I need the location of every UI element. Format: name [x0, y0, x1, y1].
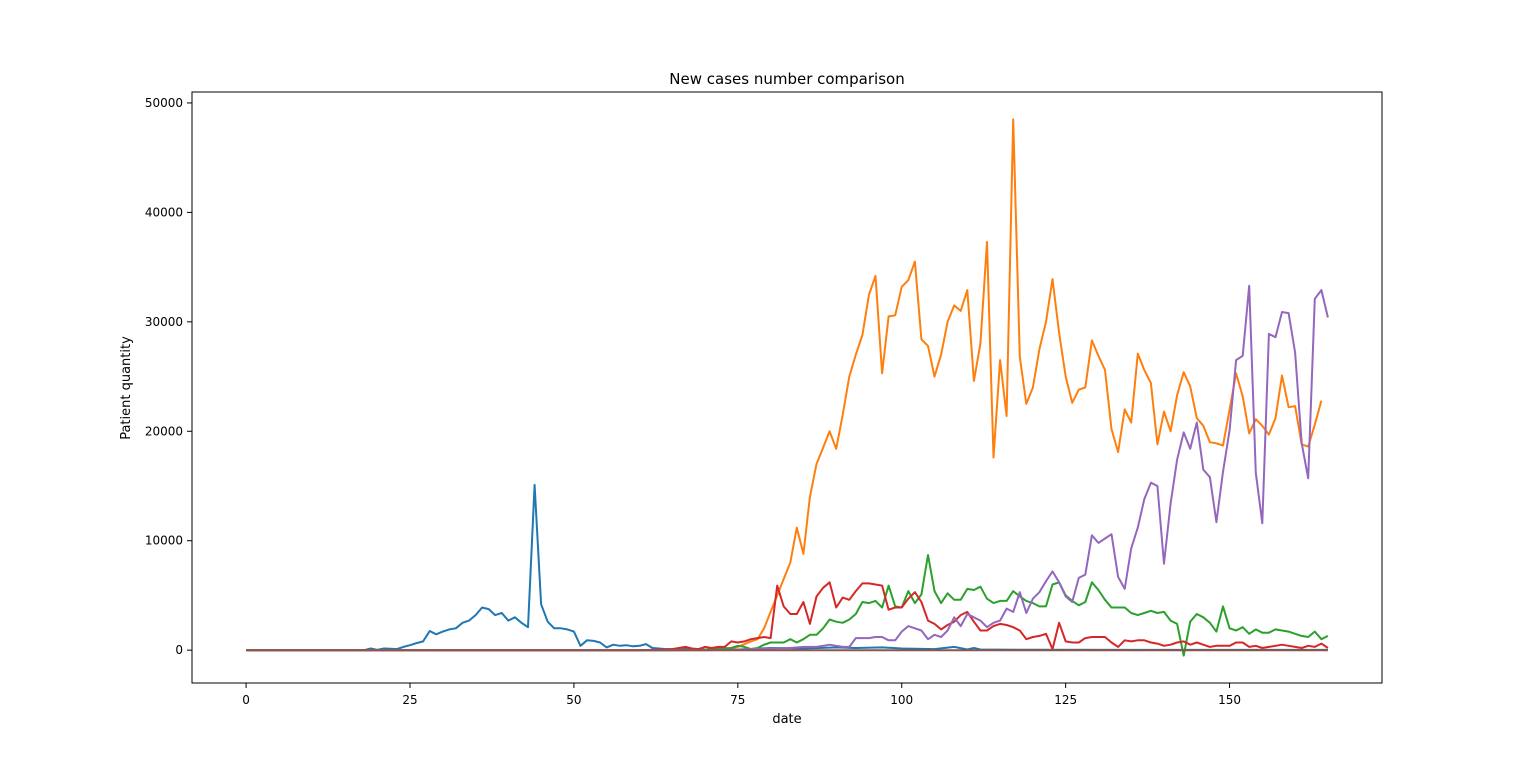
x-tick-label: 125: [1054, 693, 1077, 707]
chart-title: New cases number comparison: [669, 70, 904, 88]
x-axis-ticks: 0 25 50 75 100 125 150: [242, 683, 1241, 707]
series-line-2: [246, 118, 1323, 652]
y-tick-label: 20000: [145, 424, 183, 438]
y-axis-label: Patient quantity: [119, 336, 134, 440]
series-line-5: [246, 284, 1329, 652]
x-tick-label: 75: [730, 693, 745, 707]
x-tick-label: 25: [402, 693, 417, 707]
x-tick-label: 150: [1218, 693, 1241, 707]
series-layer: [246, 118, 1329, 657]
series-line-4: [246, 581, 1329, 652]
x-axis-label: date: [772, 712, 801, 727]
x-tick-label: 50: [566, 693, 581, 707]
y-tick-label: 40000: [145, 205, 183, 219]
series-line-3: [246, 554, 1329, 657]
y-tick-label: 10000: [145, 534, 183, 548]
series-line-1: [246, 483, 1328, 652]
plot-frame: [191, 91, 1383, 684]
x-tick-label: 100: [890, 693, 913, 707]
y-tick-label: 50000: [145, 96, 183, 110]
x-tick-label: 0: [242, 693, 250, 707]
y-axis-ticks: 0 10000 20000 30000 40000 50000: [145, 96, 192, 657]
y-tick-label: 0: [175, 643, 183, 657]
y-tick-label: 30000: [145, 315, 183, 329]
